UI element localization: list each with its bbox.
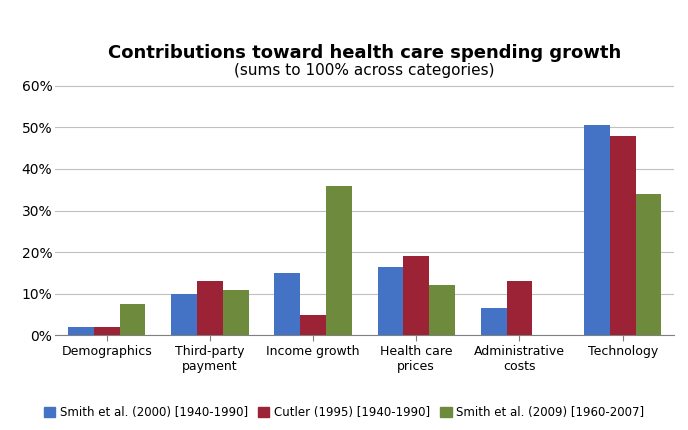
Bar (94, 327, 120, 335)
Text: (sums to 100% across categories): (sums to 100% across categories) (235, 63, 495, 78)
Bar (636, 194, 661, 335)
Bar (584, 125, 610, 335)
Bar (197, 281, 223, 335)
Bar (506, 281, 533, 335)
Bar (223, 290, 248, 335)
Bar (326, 186, 352, 335)
Bar (120, 304, 145, 335)
Bar (481, 308, 506, 335)
Bar (275, 273, 300, 335)
Bar (429, 286, 455, 335)
Bar (171, 294, 197, 335)
Bar (300, 315, 326, 335)
Legend: Smith et al. (2000) [1940-1990], Cutler (1995) [1940-1990], Smith et al. (2009) : Smith et al. (2000) [1940-1990], Cutler … (39, 402, 649, 424)
Bar (610, 135, 636, 335)
Bar (378, 267, 403, 335)
Bar (68, 327, 94, 335)
Bar (403, 256, 429, 335)
Text: Contributions toward health care spending growth: Contributions toward health care spendin… (108, 44, 621, 62)
